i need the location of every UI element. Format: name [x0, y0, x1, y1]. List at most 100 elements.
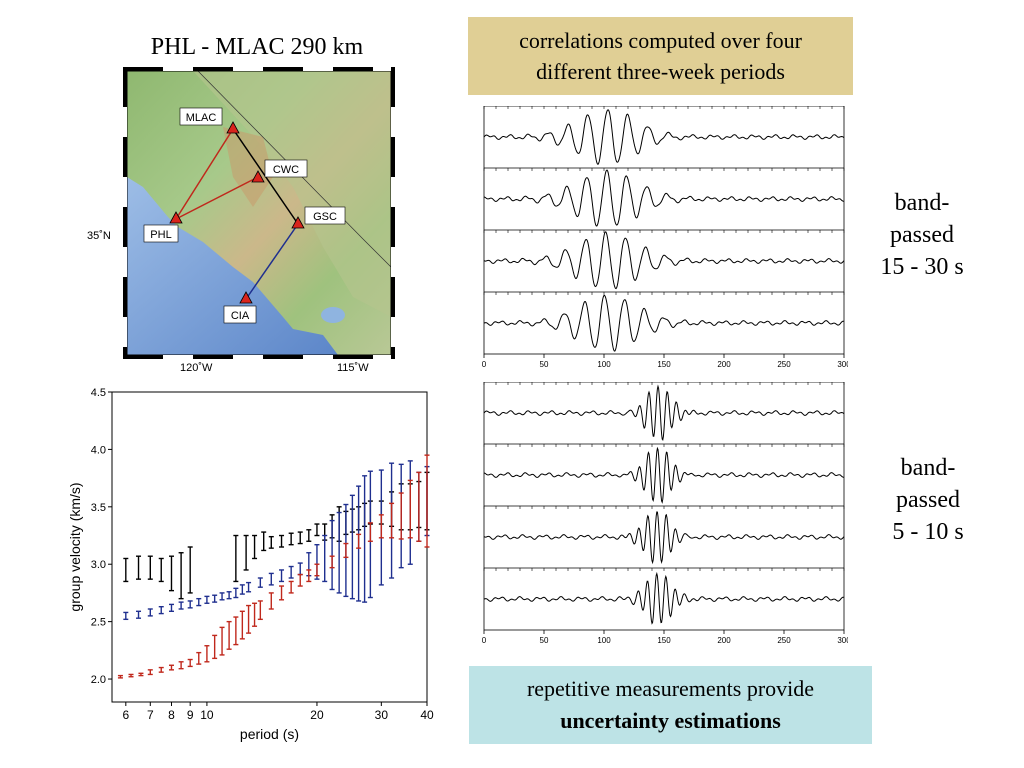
- x-tick-label: 40: [420, 708, 434, 722]
- error-bar: [343, 542, 349, 559]
- error-bar: [329, 519, 335, 591]
- y-axis-label: group velocity (km/s): [67, 482, 83, 611]
- caption-top: correlations computed over four differen…: [468, 17, 853, 95]
- error-bar: [356, 533, 362, 549]
- error-bar: [424, 454, 430, 548]
- error-bar: [243, 534, 249, 571]
- x-tick-label: 8: [168, 708, 175, 722]
- map-title: PHL - MLAC 290 km: [150, 34, 364, 60]
- x-tick-label: 100: [597, 636, 611, 645]
- error-bar: [233, 616, 239, 646]
- station-gsc-label: GSC: [313, 211, 337, 223]
- y-tick-label: 2.5: [91, 617, 106, 629]
- error-bar: [239, 610, 245, 640]
- map-mountains: [223, 127, 273, 207]
- error-bar: [168, 603, 174, 612]
- station-mlac-label: MLAC: [186, 112, 217, 124]
- error-bar: [261, 531, 267, 552]
- y-tick-label: 4.0: [91, 444, 106, 456]
- longitude-label-120: 120˚W: [180, 362, 213, 374]
- map-relief: [193, 71, 391, 317]
- x-tick-label: 9: [187, 708, 194, 722]
- error-bar: [288, 532, 294, 546]
- error-bar: [279, 585, 285, 601]
- waveform-trace: [483, 511, 845, 565]
- band-label-15-30: band- passed 15 - 30 s: [862, 187, 982, 283]
- x-tick-label: 250: [777, 636, 791, 645]
- waveforms-15-30s: 0 50 100 150 200 250 300: [482, 106, 848, 369]
- error-bar: [288, 580, 294, 594]
- group-velocity-chart: 2.0 2.5 3.0 3.5 4.0 4.5 6 7 8 9 10 20 30 40 period (s)…: [67, 387, 434, 742]
- error-bar: [117, 674, 123, 679]
- error-bar: [329, 555, 335, 569]
- error-bar: [219, 592, 225, 601]
- error-bar: [268, 592, 274, 610]
- plot-frame: [111, 391, 428, 703]
- error-bar: [138, 672, 144, 677]
- station-cia-label: CIA: [231, 310, 250, 322]
- error-bar: [219, 626, 225, 656]
- error-bar: [362, 475, 368, 603]
- band-a-line2: passed: [890, 222, 954, 248]
- error-bar: [239, 584, 245, 595]
- error-bar: [252, 602, 258, 627]
- station-cia-marker: [239, 291, 253, 304]
- path-cia-gsc: [245, 223, 299, 300]
- caption-bottom-line1: repetitive measurements provide: [526, 676, 815, 701]
- error-bar: [168, 555, 174, 592]
- error-bar: [168, 664, 174, 671]
- station-cwc-marker: [251, 170, 265, 183]
- error-bar: [158, 666, 164, 673]
- y-tick-label: 2.0: [91, 674, 106, 686]
- error-bar: [196, 597, 202, 607]
- x-tick-label: 300: [837, 360, 848, 369]
- error-bar: [306, 569, 312, 583]
- waveform-trace: [483, 169, 844, 227]
- error-bar: [178, 601, 184, 610]
- error-bar: [257, 600, 263, 621]
- caption-top-line2: different three-week periods: [536, 59, 785, 84]
- error-bar: [196, 651, 202, 665]
- caption-top-line1: correlations computed over four: [519, 28, 802, 53]
- error-bar: [187, 546, 193, 594]
- station-phl-label: PHL: [150, 229, 171, 241]
- error-bar: [407, 479, 413, 539]
- x-tick-label: 0: [482, 360, 487, 369]
- error-bar: [147, 669, 153, 676]
- x-tick-label: 7: [147, 708, 154, 722]
- x-tick-label: 0: [482, 636, 487, 645]
- salton-sea: [321, 307, 345, 323]
- waveform-trace: [483, 109, 845, 165]
- error-bar: [226, 591, 232, 600]
- band-a-line3: 15 - 30 s: [880, 254, 964, 280]
- path-phl-cwc: [175, 176, 259, 220]
- band-b-line2: passed: [896, 487, 960, 513]
- error-bar: [314, 563, 320, 577]
- x-tick-label: 50: [540, 360, 549, 369]
- error-bar: [268, 535, 274, 549]
- error-bar: [226, 620, 232, 650]
- state-border-2: [362, 238, 392, 268]
- station-cwc-label: CWC: [273, 164, 299, 176]
- y-tick-label: 3.5: [91, 502, 106, 514]
- x-tick-label: 100: [597, 360, 611, 369]
- error-bar: [398, 492, 404, 540]
- x-tick-label: 10: [200, 708, 214, 722]
- error-bar: [378, 514, 384, 539]
- error-bar: [187, 658, 193, 668]
- x-tick-label: 50: [540, 636, 549, 645]
- x-tick-label: 200: [717, 636, 731, 645]
- error-bar: [252, 534, 258, 560]
- error-bar: [322, 534, 328, 583]
- x-tick-label: 250: [777, 360, 791, 369]
- error-bar: [136, 610, 142, 619]
- x-tick-label: 30: [375, 708, 389, 722]
- x-tick-label: 6: [122, 708, 129, 722]
- longitude-label-115: 115˚W: [337, 362, 369, 374]
- error-bar: [279, 534, 285, 548]
- error-bar: [288, 565, 294, 579]
- caption-bottom: repetitive measurements provide uncertai…: [469, 666, 872, 744]
- error-bar: [246, 581, 252, 593]
- path-phl-mlac: [175, 128, 234, 220]
- error-bar: [349, 494, 355, 600]
